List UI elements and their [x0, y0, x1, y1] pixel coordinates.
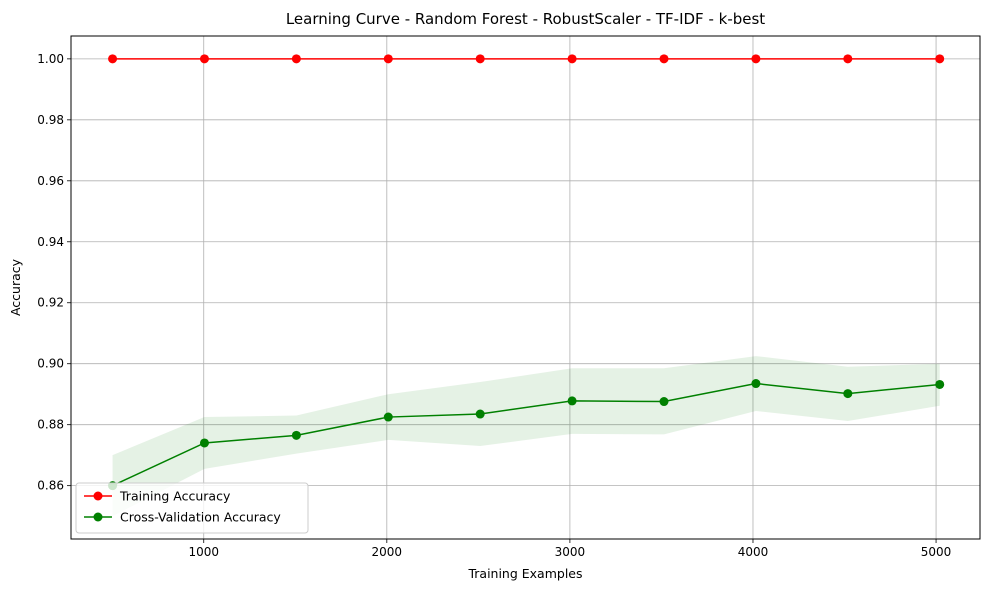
x-tick-label: 3000	[555, 545, 586, 559]
confidence-band-1	[112, 356, 940, 517]
x-tick-label: 5000	[921, 545, 952, 559]
data-point	[291, 54, 301, 64]
y-tick-label: 0.90	[37, 357, 64, 371]
series-line-1	[112, 382, 940, 487]
y-tick-label: 0.96	[37, 174, 64, 188]
grid	[71, 36, 980, 539]
legend: Training Accuracy Cross-Validation Accura…	[75, 482, 309, 534]
y-axis-label: Accuracy	[8, 258, 23, 316]
data-point	[935, 379, 945, 389]
data-point	[751, 379, 761, 389]
data-point	[935, 54, 945, 64]
legend-marker	[93, 512, 103, 522]
data-point	[383, 54, 393, 64]
y-tick-label: 0.92	[37, 296, 64, 310]
y-tick-label: 0.94	[37, 235, 64, 249]
chart-title: Learning Curve - Random Forest - RobustS…	[286, 10, 765, 28]
data-point	[567, 54, 577, 64]
data-point	[291, 430, 301, 440]
plot-frame	[70, 35, 981, 540]
data-point	[567, 396, 577, 406]
data-point	[843, 54, 853, 64]
legend-label: Training Accuracy	[119, 489, 231, 504]
x-tick-label: 4000	[738, 545, 769, 559]
legend-marker	[93, 491, 103, 501]
y-axis-ticks: 0.86 0.88 0.90 0.92 0.94 0.96 0.98 1.00	[37, 52, 71, 493]
data-point	[383, 412, 393, 422]
y-tick-label: 0.98	[37, 113, 64, 127]
confidence-bands	[112, 356, 940, 517]
x-tick-label: 1000	[188, 545, 219, 559]
y-tick-label: 1.00	[37, 52, 64, 66]
data-point	[843, 389, 853, 399]
data-point	[659, 54, 669, 64]
data-point	[659, 397, 669, 407]
series-lines	[108, 54, 945, 491]
legend-box	[75, 482, 309, 534]
y-tick-label: 0.86	[37, 479, 64, 493]
data-point	[199, 438, 209, 448]
x-axis-ticks: 1000 2000 3000 4000 5000	[188, 539, 951, 559]
y-tick-label: 0.88	[37, 418, 64, 432]
data-point	[108, 54, 118, 64]
x-tick-label: 2000	[372, 545, 403, 559]
data-point	[475, 409, 485, 419]
x-axis-label: Training Examples	[467, 566, 582, 581]
data-point	[475, 54, 485, 64]
data-point	[751, 54, 761, 64]
data-point	[199, 54, 209, 64]
legend-label: Cross-Validation Accuracy	[120, 510, 281, 525]
